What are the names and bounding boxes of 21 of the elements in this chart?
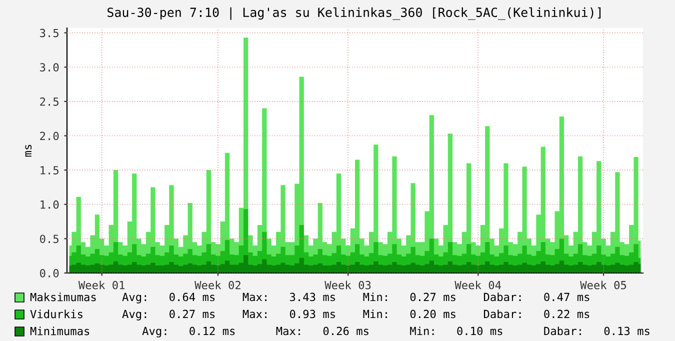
x-tick-label: Week 03 [324,280,371,290]
y-tick-label: 0.5 [40,234,58,244]
legend-label: Maksimumas [30,292,96,302]
text: Avg: 0.64 ms Max: 3.43 ms Min: 0.27 ms Dabar: 0.47 ms [122,292,590,304]
y-tick-label: 2.0 [40,132,59,140]
y-tick-label: 0.0 [40,269,59,278]
y-tick-label: 1.0 [40,200,59,209]
y-tick-label: 3.0 [40,63,59,72]
x-tick-label: Week 02 [194,280,240,290]
y-tick-label: 1.5 [40,166,58,174]
x-tick-label: Week 05 [580,280,626,290]
legend-label: Vidurkis [30,310,82,318]
y-axis-title: ms [25,144,32,157]
y-tick-label: 2.5 [40,97,58,106]
x-tick-label: Week 01 [78,280,124,290]
y-tick-label: 3.5 [40,28,58,38]
text: Avg: 0.12 ms Max: 0.26 ms Min: 0.10 ms Dabar: 0.13 ms [142,326,650,338]
text: Avg: 0.27 ms Max: 0.93 ms Min: 0.20 ms Dabar: 0.22 ms [122,310,590,320]
legend-label: Minimumas [30,326,90,336]
x-tick-label: Week 04 [454,280,501,290]
chart-title: Sau-30-pen 7:10 | Lag'as su Kelininkas_360 [Rock_5AC_(Kelininkui)] [108,7,601,20]
